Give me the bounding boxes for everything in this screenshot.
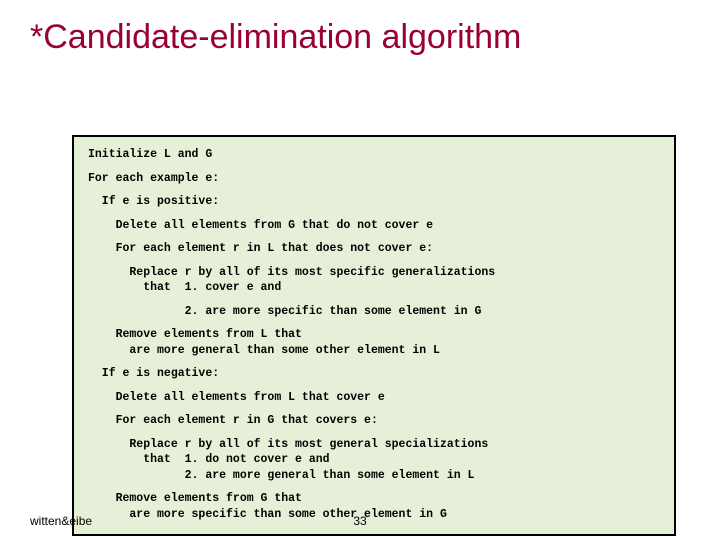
algo-line: Remove elements from L that are more gen… <box>88 327 660 358</box>
algo-line: Delete all elements from L that cover e <box>88 390 660 406</box>
algo-line: For each element r in G that covers e: <box>88 413 660 429</box>
algo-line: For each element r in L that does not co… <box>88 241 660 257</box>
algo-line: Delete all elements from G that do not c… <box>88 218 660 234</box>
algo-line: If e is negative: <box>88 366 660 382</box>
algo-line: 2. are more specific than some element i… <box>88 304 660 320</box>
algo-line: For each example e: <box>88 171 660 187</box>
algo-line: Replace r by all of its most general spe… <box>88 437 660 484</box>
algo-line: Initialize L and G <box>88 147 660 163</box>
algorithm-box: Initialize L and G For each example e: I… <box>72 135 676 536</box>
algo-line: If e is positive: <box>88 194 660 210</box>
slide-title: *Candidate-elimination algorithm <box>0 0 720 57</box>
algo-line: Replace r by all of its most specific ge… <box>88 265 660 296</box>
page-number: 33 <box>0 514 720 528</box>
